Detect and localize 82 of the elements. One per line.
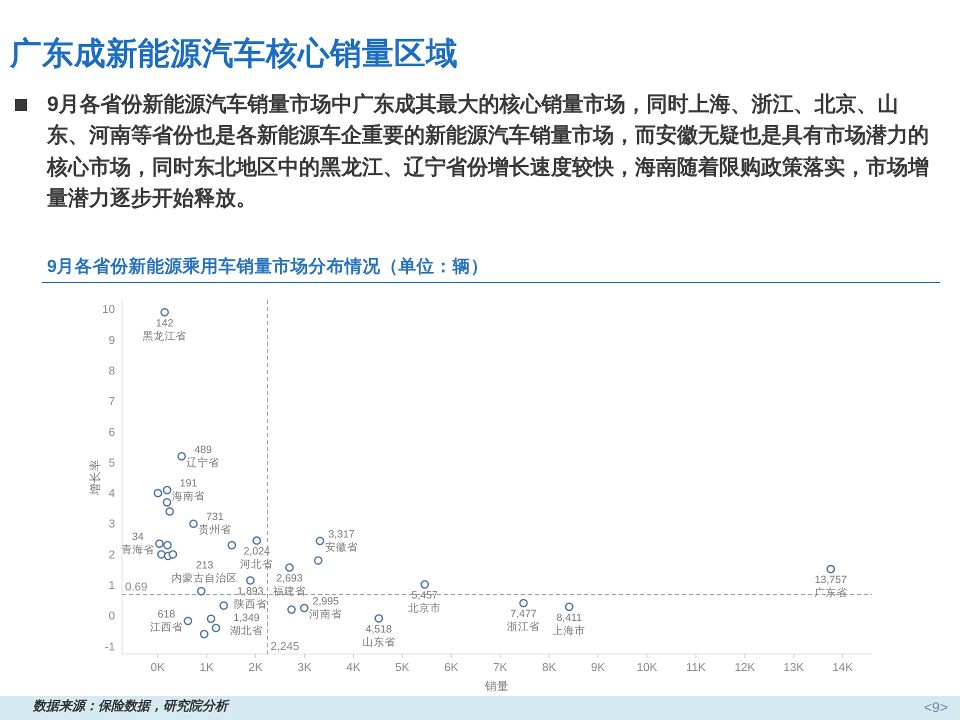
point	[252, 536, 262, 545]
annotation: 618 江西省	[150, 608, 183, 634]
point	[316, 536, 324, 546]
point	[314, 556, 322, 565]
annotation: 1,349 湖北省	[230, 612, 264, 637]
ref-line-label: 2,245	[270, 641, 300, 653]
annotation: 4,518 山东省	[362, 623, 396, 648]
point	[564, 602, 574, 612]
point	[196, 586, 206, 596]
point	[163, 540, 172, 550]
text: 9月各省份新能源乘用车销量市场分布情况（单位：辆）	[47, 255, 489, 277]
x-tick-label: 12K	[734, 662, 756, 674]
point	[287, 605, 296, 614]
x-tick-label: 0K	[150, 662, 166, 674]
annotation: 3,317 安徽省	[324, 528, 358, 554]
point	[228, 540, 236, 550]
point	[165, 507, 174, 516]
source-note: 数据来源：保险数据，研究院分析	[33, 697, 228, 714]
point	[200, 630, 208, 638]
x-tick-label: 7K	[493, 662, 508, 674]
y-tick-label: 2	[108, 549, 115, 562]
point	[206, 614, 216, 624]
point	[184, 616, 192, 626]
x-tick-label: 10K	[636, 662, 658, 674]
annotation: 8,411 上海市	[552, 612, 586, 637]
text: <9>	[924, 699, 948, 716]
x-tick-label: 14K	[832, 662, 854, 674]
point	[826, 564, 836, 574]
annotation: 191 海南省	[172, 478, 206, 503]
point	[212, 624, 220, 632]
x-tick-label: 5K	[395, 662, 410, 674]
y-tick-label: 6	[108, 426, 115, 439]
point	[168, 550, 178, 559]
point	[160, 308, 169, 317]
point	[155, 539, 164, 548]
point	[374, 614, 384, 623]
ref-line-label: 0.69	[125, 582, 148, 594]
x-tick-label: 1K	[200, 662, 214, 674]
x-tick-label: 11K	[686, 662, 706, 674]
point	[154, 488, 162, 498]
point	[519, 598, 528, 608]
y-tick-label: 5	[108, 457, 115, 470]
annotation: 489 辽宁省	[186, 444, 220, 469]
point	[420, 580, 429, 589]
y-tick-label: 9	[108, 334, 115, 347]
x-tick-label: 2K	[248, 662, 263, 674]
annotation: 2,024 河北省	[240, 546, 274, 571]
annotation: 2,995 河南省	[309, 596, 342, 621]
x-tick-label: 6K	[444, 662, 459, 674]
point	[189, 519, 198, 528]
x-tick-label: 4K	[346, 662, 361, 674]
point	[219, 601, 228, 610]
point	[162, 486, 172, 494]
y-tick-label: 0	[108, 610, 115, 623]
y-tick-label: -1	[104, 641, 115, 654]
x-tick-label: 9K	[590, 662, 606, 674]
point	[246, 576, 255, 585]
y-tick-label: 8	[108, 365, 115, 378]
annotation: 213 内蒙古自治区	[172, 559, 238, 584]
x-tick-label: 8K	[542, 662, 556, 674]
annotation: 1,893 陕西省	[234, 585, 267, 610]
y-axis-title: 增长率	[88, 459, 102, 496]
point	[300, 604, 309, 612]
y-tick-label: 3	[108, 518, 115, 531]
point	[162, 498, 172, 507]
y-tick-label: 7	[108, 396, 115, 408]
y-tick-label: 10	[102, 304, 115, 316]
annotation: 142 黑龙江省	[142, 317, 187, 342]
annotation: 5,457 北京市	[408, 589, 442, 614]
y-tick-label: 4	[108, 488, 116, 500]
x-tick-label: 13K	[783, 662, 804, 674]
chart-title: 广东成新能源汽车核心销量区域	[10, 35, 458, 71]
chart-subtitle: 9月各省份新能源汽车销量市场中广东成其最大的核心销量市场，同时上海、浙江、北京、山东、河南等省份也是各新能源车企重要的新能源汽车销量市场，而安徽无疑也是具有市场潜力的核心市场，同时东北地区中的黑龙江、辽宁省份增长速度较快，海南随着限购政策落实，市场增量潜力逐步开始释放。	[47, 92, 930, 212]
point	[177, 452, 186, 461]
x-tick-label: 3K	[297, 662, 312, 674]
y-tick-label: 1	[108, 580, 115, 592]
x-axis-title: 销量	[484, 680, 509, 693]
annotation: 7,477 浙江省	[507, 608, 540, 634]
point	[285, 563, 294, 572]
annotation: 731 贵州省	[198, 511, 232, 536]
point	[157, 550, 166, 559]
annotation: 34 青海省	[121, 531, 154, 556]
